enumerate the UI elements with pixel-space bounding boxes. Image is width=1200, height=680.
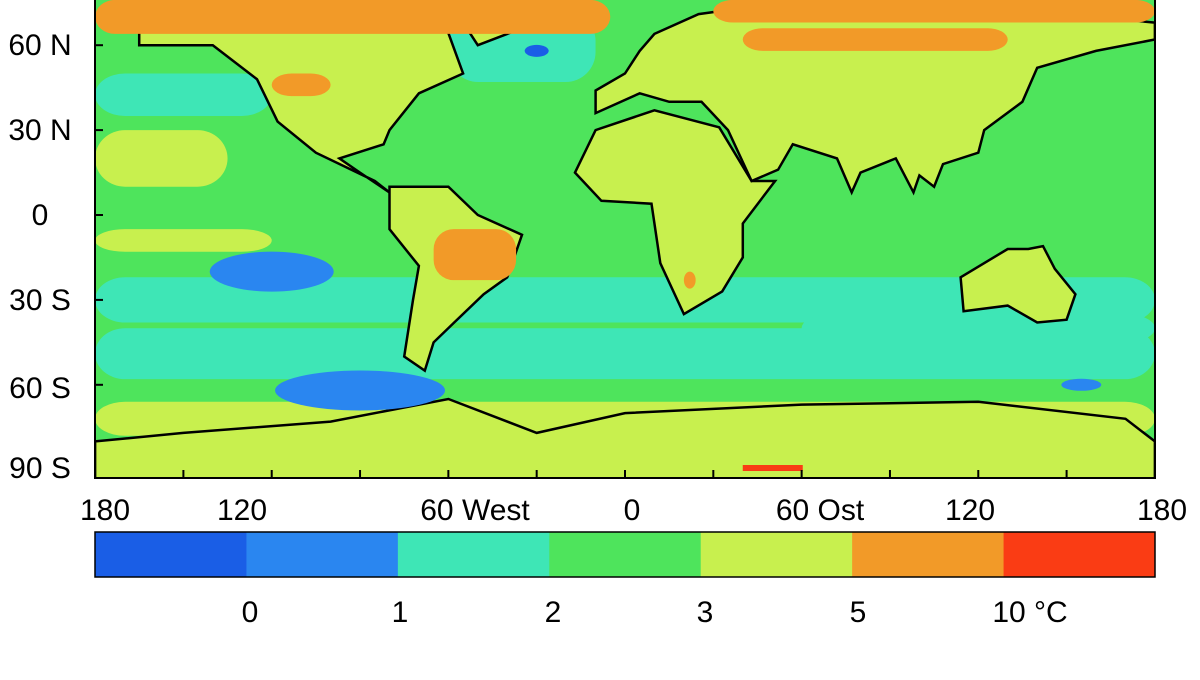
y-tick-label: 60 S — [9, 372, 71, 405]
cold-patch — [524, 44, 549, 57]
colorbar-segment — [700, 532, 853, 577]
y-tick-label: 60 N — [8, 29, 71, 62]
landmass — [959, 244, 1077, 324]
colorbar-label: 5 — [850, 596, 867, 629]
warm-patch — [95, 0, 611, 34]
colorbar-label: 0 — [242, 596, 259, 629]
cold-patch — [209, 251, 334, 292]
colorbar-frame — [94, 531, 1156, 578]
x-tick-label: 180 — [80, 494, 130, 527]
colorbar-segment — [852, 532, 1005, 577]
x-tick-label: 60 West — [420, 494, 530, 527]
x-tick-label: 180 — [1137, 494, 1187, 527]
x-tick-label: 120 — [945, 494, 995, 527]
colorbar-segment — [95, 532, 247, 577]
warm-patch — [713, 0, 1155, 23]
warm-patch — [683, 271, 696, 289]
cold-patch — [1061, 378, 1102, 391]
colorbar-segment — [397, 532, 550, 577]
landmass — [95, 397, 1155, 478]
y-tick-label: 30 N — [8, 114, 71, 147]
axis-ticks — [94, 44, 1156, 478]
y-tick-label: 30 S — [9, 284, 71, 317]
colorbar-label: 1 — [392, 596, 409, 629]
x-tick-label: 0 — [624, 494, 641, 527]
anomaly-band — [95, 73, 272, 116]
anomaly-band — [801, 314, 1155, 343]
landmass — [573, 108, 778, 316]
hot-patch — [742, 465, 803, 471]
y-tick-label: 90 S — [9, 452, 71, 485]
colorbar-segment — [549, 532, 702, 577]
colorbar-segment — [1003, 532, 1156, 577]
warm-band — [95, 130, 228, 187]
warm-patch — [742, 28, 1008, 51]
y-tick-label: 0 — [32, 199, 49, 232]
warm-patch — [433, 229, 517, 281]
landmass — [137, 0, 465, 194]
warm-patch — [271, 73, 331, 97]
warm-band — [95, 229, 272, 252]
colorbar-segment — [246, 532, 399, 577]
x-tick-label: 120 — [217, 494, 267, 527]
anomaly-band — [95, 277, 1155, 323]
colorbar-label: 10 °C — [992, 596, 1067, 629]
colorbar-label: 2 — [545, 596, 562, 629]
map — [95, 0, 1155, 478]
colorbar-label: 3 — [697, 596, 714, 629]
cold-patch — [275, 370, 446, 411]
x-tick-label: 60 Ost — [776, 494, 865, 527]
colorbar — [95, 532, 1156, 577]
